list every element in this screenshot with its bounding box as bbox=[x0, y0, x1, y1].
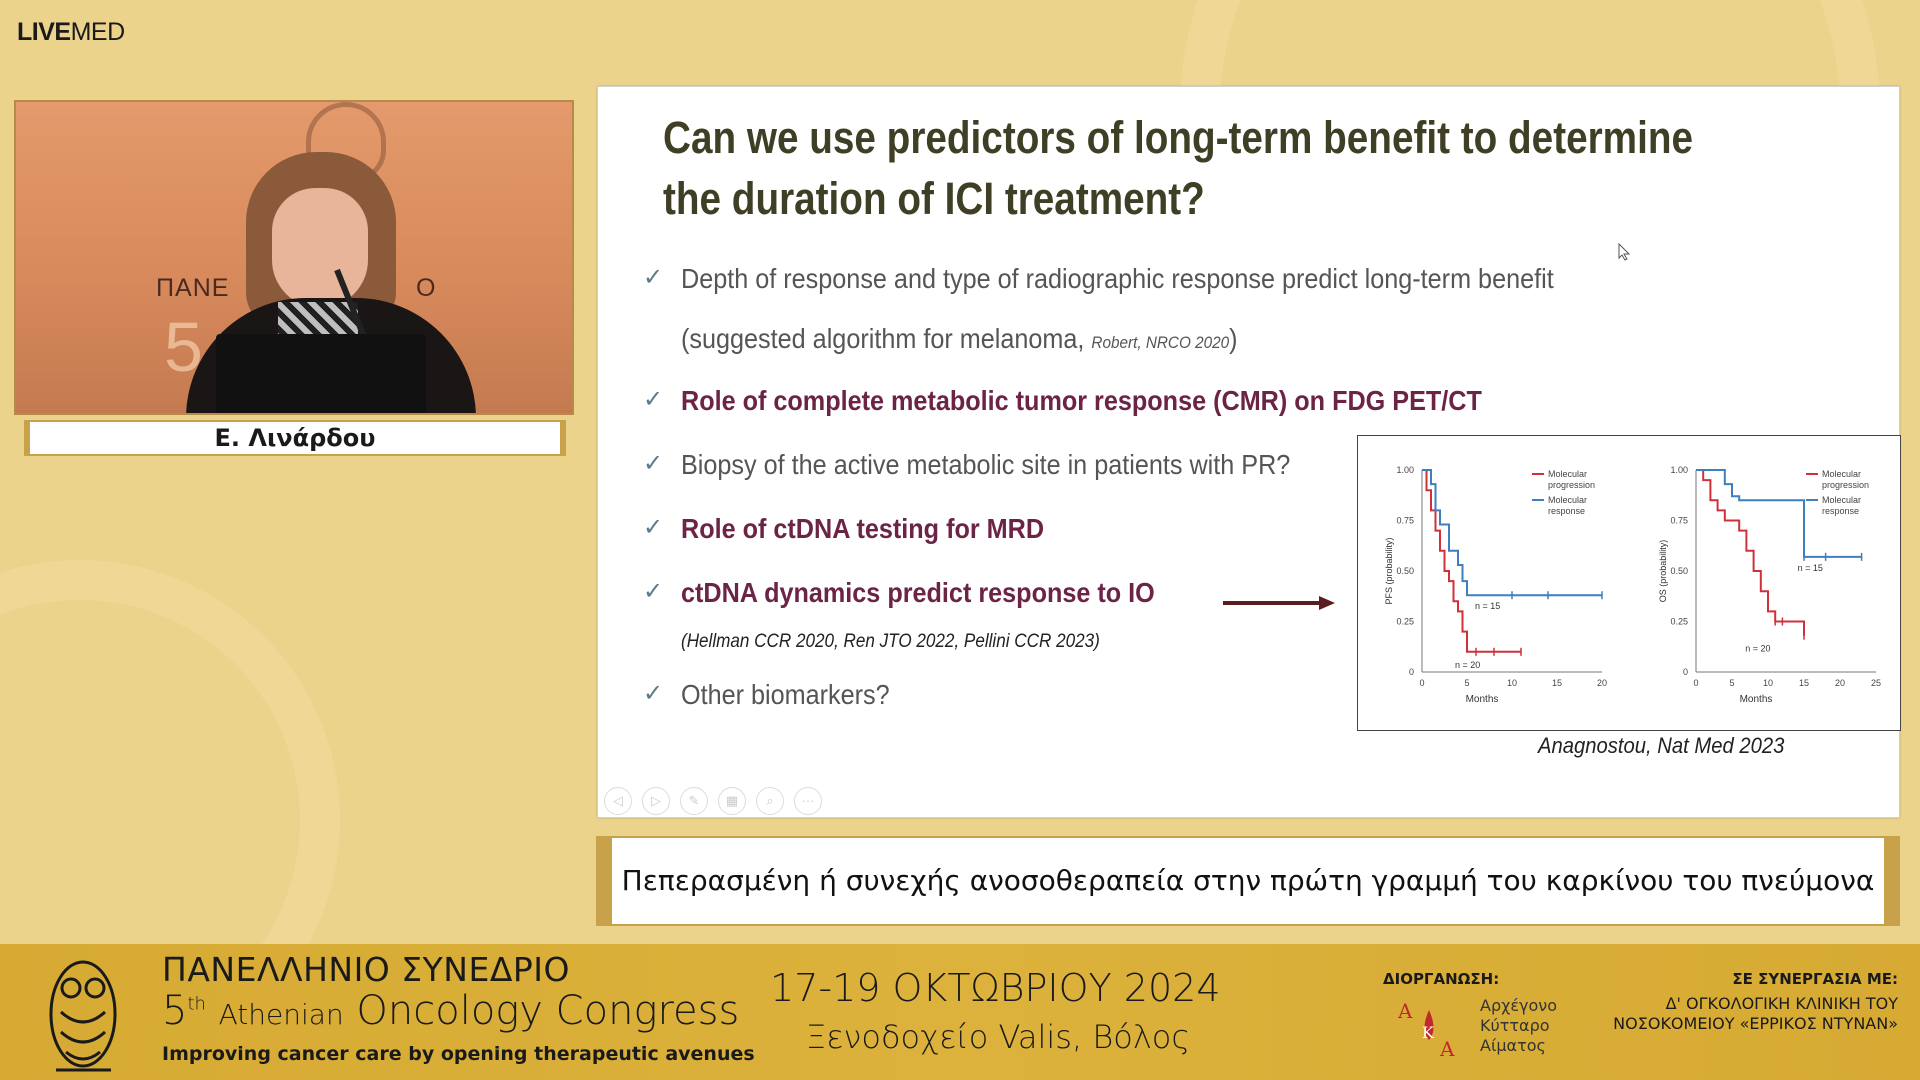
pen-icon[interactable]: ✎ bbox=[680, 787, 708, 815]
sample-size-label: n = 15 bbox=[1475, 601, 1500, 611]
x-tick-label: 25 bbox=[1871, 678, 1881, 688]
x-axis-label: Months bbox=[1740, 694, 1773, 705]
congress-date: 17-19 ΟΚΤΩΒΡΙΟΥ 2024 bbox=[770, 966, 1221, 1010]
x-axis-label: Months bbox=[1466, 694, 1499, 705]
x-tick-label: 5 bbox=[1464, 678, 1469, 688]
laptop-icon bbox=[216, 334, 426, 413]
backdrop-text: ΠΑΝΕ Ο bbox=[156, 274, 437, 302]
km-curve-progression bbox=[1422, 469, 1521, 653]
x-tick-label: 0 bbox=[1419, 678, 1424, 688]
y-tick-label: 0.75 bbox=[1670, 516, 1688, 526]
y-tick-label: 0.50 bbox=[1670, 566, 1688, 576]
checkmark-icon: ✓ bbox=[643, 680, 664, 707]
checkmark-icon: ✓ bbox=[643, 386, 664, 413]
congress-tagline: Improving cancer care by opening therape… bbox=[162, 1043, 755, 1065]
y-tick-label: 0 bbox=[1683, 667, 1688, 677]
zoom-icon[interactable]: ⌕ bbox=[756, 787, 784, 815]
talk-title-banner: Πεπερασμένη ή συνεχής ανοσοθεραπεία στην… bbox=[596, 836, 1900, 926]
presentation-slide: Can we use predictors of long-term benef… bbox=[597, 86, 1901, 818]
legend-label: progression bbox=[1822, 480, 1869, 490]
checkmark-icon: ✓ bbox=[643, 450, 664, 477]
y-tick-label: 0.25 bbox=[1670, 617, 1688, 627]
y-tick-label: 0 bbox=[1409, 667, 1414, 677]
x-tick-label: 20 bbox=[1597, 678, 1607, 688]
cooperation-label: ΣΕ ΣΥΝΕΡΓΑΣΙΑ ΜΕ: bbox=[1732, 970, 1898, 988]
congress-banner: ΠΑΝΕΛΛΗΝΙΟ ΣΥΝΕΔΡΙΟ 5th Athenian Oncolog… bbox=[0, 944, 1920, 1080]
y-tick-label: 1.00 bbox=[1670, 465, 1688, 475]
legend-label: Molecular bbox=[1822, 495, 1861, 505]
congress-venue: Ξενοδοχείο Valis, Βόλος bbox=[806, 1018, 1191, 1056]
bullet-subline: (suggested algorithm for melanoma, Rober… bbox=[681, 323, 1238, 354]
congress-title-greek: ΠΑΝΕΛΛΗΝΙΟ ΣΥΝΕΔΡΙΟ bbox=[162, 950, 570, 989]
sample-size-label: n = 20 bbox=[1455, 660, 1480, 670]
kaplan-meier-figure: 0 5 10 15 20 0 0.25 0.50 0.75 1.00 Months PFS (prob… bbox=[1357, 435, 1901, 731]
y-tick-label: 0.50 bbox=[1396, 566, 1414, 576]
legend-label: Molecular bbox=[1548, 495, 1587, 505]
x-tick-label: 15 bbox=[1799, 678, 1809, 688]
checkmark-icon: ✓ bbox=[643, 514, 664, 541]
arrow-right-icon bbox=[1223, 596, 1335, 610]
x-tick-label: 0 bbox=[1693, 678, 1698, 688]
km-curve-response bbox=[1696, 469, 1862, 558]
congress-title: 5th Athenian Oncology Congress bbox=[162, 988, 740, 1034]
owl-logo-icon bbox=[49, 960, 117, 1072]
slide-title: Can we use predictors of long-term benef… bbox=[663, 112, 1693, 224]
legend-label: progression bbox=[1548, 480, 1595, 490]
organizer-label: ΔΙΟΡΓΑΝΩΣΗ: bbox=[1383, 970, 1500, 988]
figure-caption: Anagnostou, Nat Med 2023 bbox=[1538, 733, 1785, 758]
previous-slide-icon[interactable]: ◁ bbox=[604, 787, 632, 815]
y-axis-label: PFS (probability) bbox=[1384, 537, 1394, 604]
cooperation-name: Δ' ΟΓΚΟΛΟΓΙΚΗ ΚΛΙΝΙΚΗ ΤΟΥ ΝΟΣΟΚΟΜΕΙΟΥ «Ε… bbox=[1613, 994, 1898, 1033]
x-tick-label: 15 bbox=[1552, 678, 1562, 688]
y-tick-label: 0.25 bbox=[1396, 617, 1414, 627]
slide-controls: ◁ ▷ ✎ ▦ ⌕ ··· bbox=[604, 787, 822, 815]
legend-label: response bbox=[1548, 506, 1585, 516]
organizer-logo-icon: Α Κ Α bbox=[1398, 999, 1455, 1060]
x-tick-label: 5 bbox=[1729, 678, 1734, 688]
x-tick-label: 10 bbox=[1763, 678, 1773, 688]
kaplan-meier-charts: 0 5 10 15 20 0 0.25 0.50 0.75 1.00 Months PFS (prob… bbox=[1384, 465, 1881, 705]
y-tick-label: 1.00 bbox=[1396, 465, 1414, 475]
svg-text:Α: Α bbox=[1398, 999, 1413, 1023]
slides-grid-icon[interactable]: ▦ bbox=[718, 787, 746, 815]
speaker-name: Ε. Λινάρδου bbox=[24, 420, 566, 456]
checkmark-icon: ✓ bbox=[643, 264, 664, 291]
x-tick-label: 20 bbox=[1835, 678, 1845, 688]
svg-text:Κ: Κ bbox=[1422, 1023, 1435, 1042]
y-tick-label: 0.75 bbox=[1396, 516, 1414, 526]
sample-size-label: n = 15 bbox=[1798, 563, 1823, 573]
y-axis-label: OS (probability) bbox=[1658, 540, 1668, 603]
legend-label: response bbox=[1822, 506, 1859, 516]
km-curve-progression bbox=[1696, 469, 1805, 636]
sample-size-label: n = 20 bbox=[1745, 644, 1770, 654]
speaker-video: ΠΑΝΕ Ο 5 bbox=[14, 100, 574, 415]
references: (Hellman CCR 2020, Ren JTO 2022, Pellini… bbox=[681, 631, 1100, 652]
mouse-cursor-icon bbox=[1618, 243, 1630, 261]
legend-label: Molecular bbox=[1548, 469, 1587, 479]
next-slide-icon[interactable]: ▷ bbox=[642, 787, 670, 815]
organizer-name: Αρχέγονο Κύτταρο Αίματος bbox=[1480, 996, 1557, 1055]
x-tick-label: 10 bbox=[1507, 678, 1517, 688]
more-options-icon[interactable]: ··· bbox=[794, 787, 822, 815]
svg-text:Α: Α bbox=[1439, 1037, 1455, 1060]
legend-label: Molecular bbox=[1822, 469, 1861, 479]
livemed-logo: LIVEMED bbox=[17, 18, 125, 46]
checkmark-icon: ✓ bbox=[643, 578, 664, 605]
speaker-figure bbox=[16, 102, 572, 413]
km-curve-response bbox=[1422, 469, 1602, 597]
